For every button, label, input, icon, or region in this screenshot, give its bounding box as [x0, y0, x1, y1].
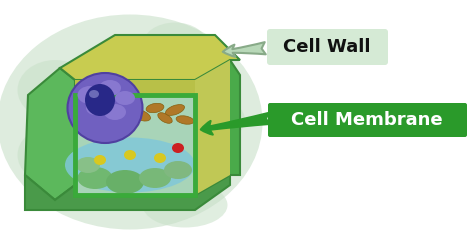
Ellipse shape: [146, 103, 164, 113]
Polygon shape: [75, 95, 195, 195]
Ellipse shape: [106, 170, 144, 194]
Ellipse shape: [86, 101, 104, 115]
Ellipse shape: [18, 128, 82, 182]
Text: Cell Membrane: Cell Membrane: [291, 111, 443, 129]
Ellipse shape: [76, 157, 100, 173]
Ellipse shape: [78, 86, 102, 104]
Text: Cell Wall: Cell Wall: [283, 38, 371, 56]
Ellipse shape: [0, 14, 263, 229]
Ellipse shape: [143, 23, 208, 68]
Ellipse shape: [65, 137, 195, 192]
Ellipse shape: [89, 90, 99, 98]
Polygon shape: [195, 60, 240, 195]
Ellipse shape: [18, 60, 92, 120]
Polygon shape: [25, 175, 230, 210]
Ellipse shape: [99, 80, 121, 96]
FancyBboxPatch shape: [268, 103, 467, 137]
FancyBboxPatch shape: [267, 29, 388, 65]
Ellipse shape: [78, 167, 112, 189]
Ellipse shape: [104, 104, 126, 120]
Polygon shape: [25, 68, 75, 200]
Polygon shape: [60, 35, 240, 80]
Ellipse shape: [67, 73, 143, 143]
Ellipse shape: [124, 150, 136, 160]
Ellipse shape: [85, 84, 115, 116]
Ellipse shape: [158, 113, 172, 123]
Ellipse shape: [195, 100, 245, 140]
Ellipse shape: [129, 109, 150, 121]
Ellipse shape: [165, 105, 184, 115]
Ellipse shape: [154, 153, 166, 163]
Ellipse shape: [139, 168, 171, 188]
Ellipse shape: [115, 91, 135, 105]
Ellipse shape: [172, 143, 184, 153]
Ellipse shape: [94, 155, 106, 165]
Ellipse shape: [164, 161, 192, 179]
Ellipse shape: [143, 182, 228, 228]
Polygon shape: [195, 60, 230, 195]
Polygon shape: [75, 80, 195, 95]
Ellipse shape: [176, 116, 194, 124]
